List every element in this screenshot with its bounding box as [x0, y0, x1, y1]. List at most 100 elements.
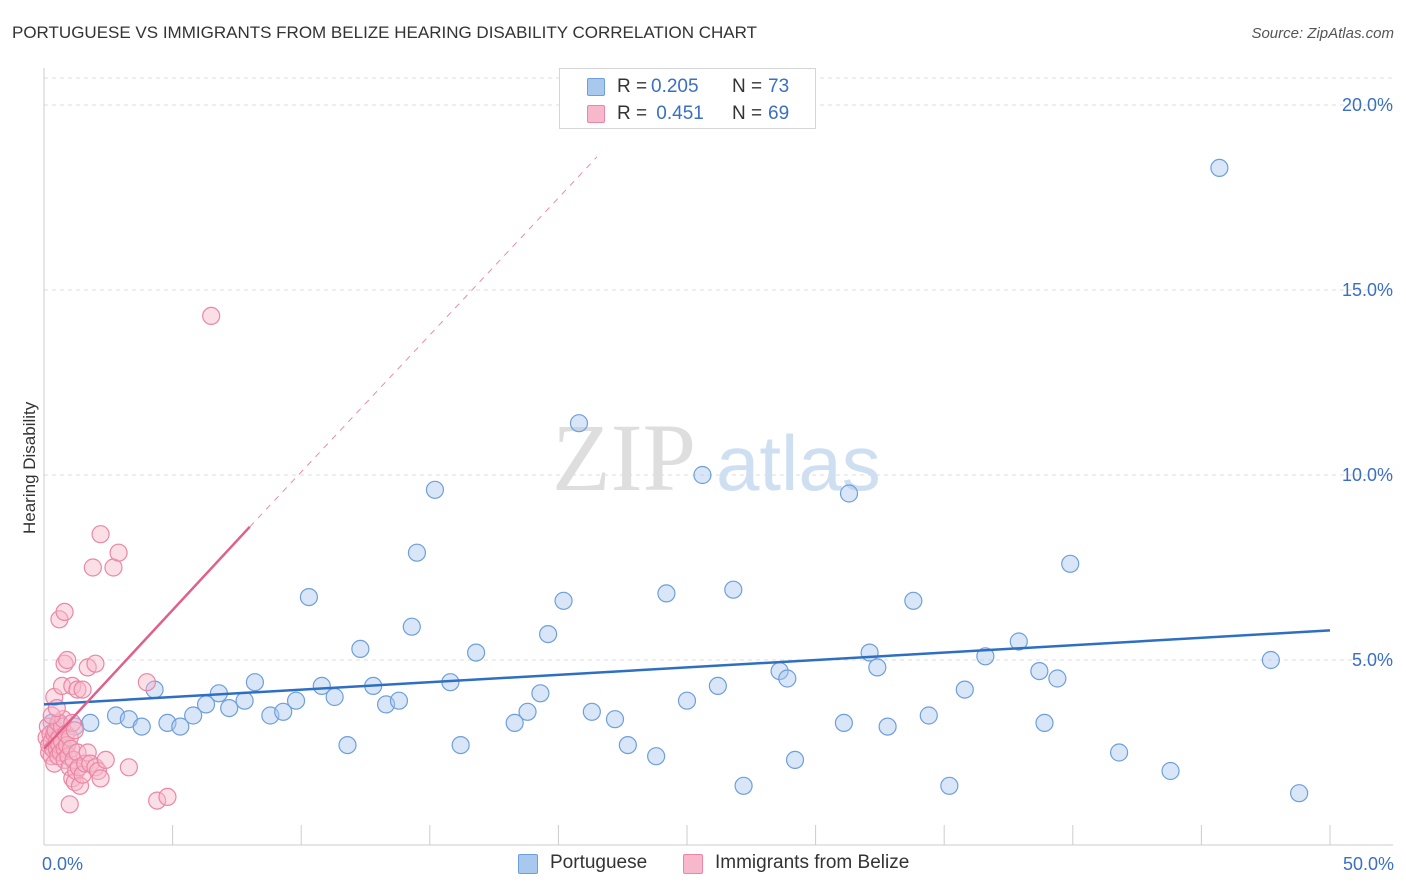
portuguese-point [1030, 661, 1049, 681]
portuguese-point [778, 669, 797, 688]
portuguese-swatch [518, 854, 538, 874]
watermark-atlas: atlas [716, 419, 881, 507]
series-belize-points [37, 306, 221, 814]
portuguese-point [554, 591, 573, 610]
portuguese-point [919, 706, 938, 725]
trend-lines [43, 156, 1331, 750]
portuguese-point [868, 658, 887, 677]
portuguese-point [940, 776, 959, 795]
portuguese-point [878, 717, 897, 736]
portuguese-point [274, 702, 293, 721]
legend-label: Portuguese [550, 852, 648, 873]
belize-point [52, 676, 72, 696]
belize-point [202, 306, 221, 325]
belize-point [78, 743, 97, 762]
grid-lines [44, 77, 1393, 661]
portuguese-point [312, 676, 331, 696]
y-tick-label: 20.0% [1342, 95, 1393, 115]
portuguese-point [338, 735, 357, 755]
belize-point [83, 558, 102, 577]
stats-legend: R = 0.205 N = 73 R = 0.451 N = 69 [559, 68, 816, 129]
belize-point [73, 680, 92, 699]
portuguese-point [734, 776, 753, 795]
belize-point [63, 713, 82, 733]
legend-n-value: 73 [768, 76, 790, 97]
portuguese-point [235, 691, 254, 710]
legend-n-value: 69 [768, 103, 790, 124]
portuguese-point [693, 465, 712, 485]
portuguese-point [708, 676, 727, 696]
portuguese-point [677, 691, 697, 710]
portuguese-point [785, 750, 805, 770]
portuguese-point [132, 717, 151, 736]
series-portuguese-points [42, 158, 1309, 803]
watermark-zip: ZIP [552, 404, 696, 511]
x-tick-label: 0.0% [42, 854, 83, 874]
belize-point [109, 543, 128, 562]
legend-r-label: R = [617, 76, 648, 97]
portuguese-point [1109, 743, 1129, 762]
portuguese-point [1261, 650, 1280, 670]
portuguese-point [657, 584, 676, 603]
portuguese-point [531, 684, 550, 703]
portuguese-point [351, 639, 370, 659]
portuguese-point [582, 702, 601, 721]
legend-r-value: 0.451 [651, 103, 704, 124]
belize-point [70, 776, 90, 795]
tick-labels: 5.0% 10.0% 15.0% 20.0% 0.0% 50.0% [42, 95, 1394, 874]
portuguese-point [81, 713, 100, 733]
portuguese-point [425, 480, 445, 499]
portuguese-point [389, 691, 409, 710]
belize-point [86, 654, 105, 673]
portuguese-point [451, 735, 470, 755]
portuguese-point [245, 673, 265, 692]
portuguese-point [1290, 784, 1309, 803]
watermark: ZIP atlas [552, 404, 881, 511]
y-axis-label: Hearing Disability [20, 401, 39, 534]
portuguese-point [569, 414, 589, 433]
y-tick-label: 5.0% [1352, 650, 1393, 670]
portuguese-point [518, 702, 537, 721]
legend-n-label: N = [732, 76, 763, 97]
belize-point [119, 758, 138, 777]
portuguese-point [834, 713, 853, 733]
portuguese-point [402, 617, 421, 636]
portuguese-point [618, 735, 637, 755]
belize-point [58, 650, 77, 670]
portuguese-point [325, 687, 344, 707]
portuguese-point [1035, 713, 1054, 733]
portuguese-point [839, 484, 859, 503]
chart-title: PORTUGUESE VS IMMIGRANTS FROM BELIZE HEA… [12, 23, 757, 42]
legend-r-label: R = [617, 103, 648, 124]
portuguese-point [647, 747, 666, 766]
legend-r-value: 0.205 [651, 76, 699, 97]
portuguese-point [466, 643, 486, 662]
axes [43, 68, 1393, 846]
portuguese-trend-line [43, 629, 1331, 706]
legend-label: Immigrants from Belize [715, 852, 910, 873]
portuguese-point [1210, 158, 1229, 177]
portuguese-point [220, 698, 239, 718]
belize-swatch [683, 854, 703, 874]
portuguese-point [171, 717, 190, 736]
belize-point [158, 787, 177, 807]
belize-point [96, 750, 115, 770]
legend-n-label: N = [732, 103, 763, 124]
portuguese-point [605, 710, 625, 729]
portuguese-point [955, 680, 974, 699]
belize-point [65, 721, 84, 740]
portuguese-swatch [587, 78, 605, 96]
belize-point [148, 791, 167, 810]
belize-point [55, 602, 74, 622]
portuguese-point [724, 580, 743, 599]
portuguese-point [976, 647, 995, 666]
portuguese-point [407, 543, 427, 562]
portuguese-point [1061, 554, 1080, 573]
belize-swatch [587, 105, 605, 123]
portuguese-point [904, 591, 923, 610]
belize-point [137, 673, 156, 692]
y-tick-label: 15.0% [1342, 280, 1393, 300]
portuguese-point [1161, 761, 1180, 781]
belize-trend-line [43, 525, 251, 750]
